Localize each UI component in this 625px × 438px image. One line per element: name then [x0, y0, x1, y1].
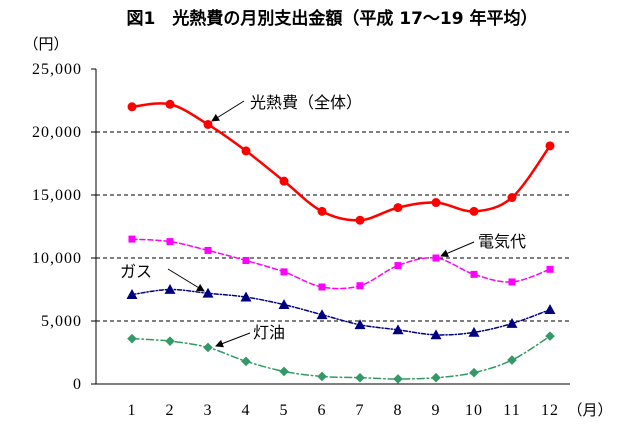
marker-kerosene-12	[545, 331, 555, 341]
marker-electricity-11	[508, 278, 516, 286]
marker-electricity-4	[242, 257, 250, 265]
x-tick-label-7: 7	[356, 402, 365, 419]
y-tick-labels: 0 5,000 10,000 15,000 20,000 25,000	[32, 61, 82, 393]
x-axis-unit-label: （月）	[567, 401, 612, 419]
marker-electricity-2	[166, 238, 174, 246]
label-total: 光熱費（全体）	[250, 93, 362, 112]
label-electricity: 電気代	[478, 232, 526, 251]
line-total	[130, 102, 552, 222]
marker-kerosene-7	[355, 372, 365, 383]
marker-kerosene-8	[393, 374, 403, 384]
marker-electricity-6	[318, 283, 326, 291]
y-tick-label-25000: 25,000	[32, 61, 82, 78]
marker-kerosene-4	[241, 356, 251, 367]
x-tick-label-6: 6	[318, 402, 327, 419]
series-total	[127, 99, 555, 225]
x-tick-label-2: 2	[166, 402, 175, 419]
marker-gas-2	[164, 284, 176, 294]
line-kerosene	[131, 335, 551, 380]
marker-gas-7	[354, 319, 366, 330]
arrow-total	[211, 100, 245, 122]
marker-total-9	[431, 198, 441, 208]
marker-total-11	[507, 193, 517, 203]
arrow-electricity	[440, 241, 475, 257]
marker-kerosene-1	[127, 333, 137, 344]
y-tick-label-5000: 5,000	[41, 313, 82, 330]
marker-electricity-1	[128, 235, 136, 243]
y-axis-unit-label: （円）	[23, 35, 68, 53]
marker-total-6	[317, 206, 327, 216]
x-tick-label-4: 4	[242, 402, 251, 419]
marker-gas-9	[430, 329, 442, 340]
marker-kerosene-10	[469, 367, 479, 378]
marker-gas-6	[316, 309, 328, 320]
marker-gas-8	[392, 324, 404, 335]
marker-kerosene-2	[165, 336, 175, 346]
x-tick-label-9: 9	[432, 402, 441, 419]
marker-electricity-5	[280, 268, 288, 276]
marker-total-12	[545, 141, 555, 151]
gridlines	[96, 131, 570, 322]
line-gas	[131, 288, 551, 336]
marker-gas-4	[240, 291, 252, 302]
marker-total-7	[355, 215, 365, 225]
marker-gas-1	[126, 289, 138, 299]
marker-total-8	[393, 203, 403, 213]
series-gas	[126, 284, 556, 340]
x-tick-label-1: 1	[128, 402, 137, 419]
marker-electricity-7	[356, 282, 364, 290]
marker-total-5	[279, 176, 289, 186]
marker-gas-3	[202, 287, 214, 298]
marker-electricity-3	[204, 246, 212, 254]
axes	[91, 68, 570, 385]
arrow-kerosene	[215, 332, 251, 348]
marker-gas-5	[278, 299, 290, 310]
x-tick-label-8: 8	[394, 402, 403, 419]
marker-gas-10	[468, 326, 480, 337]
y-tick-label-0: 0	[73, 376, 82, 393]
marker-gas-11	[506, 318, 518, 328]
marker-electricity-9	[432, 254, 440, 262]
x-tick-label-10: 10	[465, 402, 483, 419]
x-tick-label-11: 11	[503, 402, 520, 419]
x-tick-labels: 1 2 3 4 5 6 7 8 9 10 11 12	[128, 402, 559, 419]
series-layer	[126, 99, 556, 384]
y-tick-label-15000: 15,000	[32, 187, 82, 204]
marker-electricity-8	[394, 262, 402, 270]
marker-electricity-12	[546, 265, 554, 273]
x-tick-label-5: 5	[280, 402, 289, 419]
label-kerosene: 灯油	[253, 323, 285, 342]
marker-total-1	[127, 102, 137, 112]
marker-kerosene-3	[203, 342, 213, 353]
marker-kerosene-9	[431, 372, 441, 383]
label-gas: ガス	[120, 262, 152, 281]
x-tick-label-3: 3	[204, 402, 213, 419]
marker-total-3	[203, 119, 213, 129]
marker-gas-12	[544, 304, 556, 315]
marker-kerosene-5	[279, 366, 289, 377]
y-tick-label-10000: 10,000	[32, 250, 82, 267]
marker-kerosene-11	[507, 355, 517, 365]
marker-total-4	[241, 146, 251, 156]
x-tick-label-12: 12	[541, 402, 559, 419]
series-electricity	[128, 235, 554, 291]
marker-kerosene-6	[317, 371, 327, 382]
chart-title: 図1 光熱費の月別支出金額（平成 17～19 年平均）	[127, 8, 538, 29]
marker-electricity-10	[470, 270, 478, 278]
marker-total-10	[469, 206, 479, 216]
y-tick-label-20000: 20,000	[32, 124, 82, 141]
series-kerosene	[127, 331, 555, 384]
marker-total-2	[165, 99, 175, 109]
arrow-gas	[167, 268, 205, 292]
